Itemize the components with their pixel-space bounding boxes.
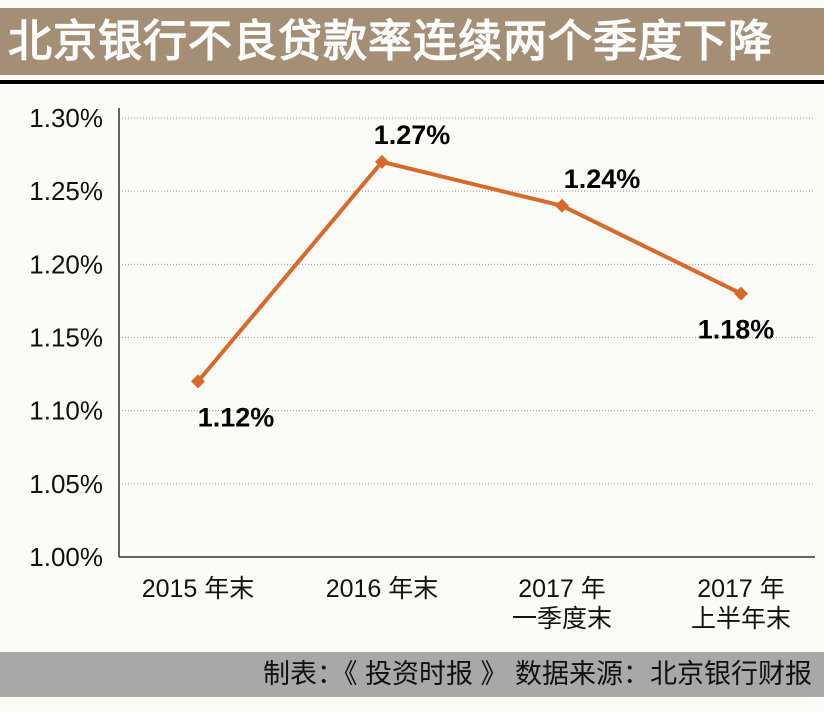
series-line [196,159,742,383]
y-tick-label: 1.05% [29,469,103,499]
y-tick-label: 1.15% [29,323,103,353]
y-tick-label: 1.00% [29,542,103,572]
y-tick-label: 1.20% [29,249,103,279]
y-tick-label: 1.25% [29,176,103,206]
source-footer: 制表：《 投资时报 》 数据来源：北京银行财报 [0,652,824,697]
x-tick-label: 上半年末 [691,605,791,633]
chart-title: 北京银行不良贷款率连续两个季度下降 [0,8,824,75]
y-tick-label: 1.10% [29,396,103,426]
title-rule [0,80,824,84]
x-tick-label: 2016 年末 [326,575,439,603]
data-label: 1.18% [698,315,775,345]
data-label: 1.27% [374,120,451,150]
data-point [191,374,205,389]
x-tick-label: 2017 年 [697,575,785,603]
data-point [734,286,748,301]
data-label: 1.24% [564,164,641,194]
x-tick-label: 2017 年 [518,575,606,603]
data-label: 1.12% [198,402,275,432]
y-tick-label: 1.30% [29,103,103,133]
x-tick-label: 2015 年末 [142,575,255,603]
data-point [375,154,389,169]
data-point [555,198,569,213]
x-tick-label: 一季度末 [512,605,612,633]
